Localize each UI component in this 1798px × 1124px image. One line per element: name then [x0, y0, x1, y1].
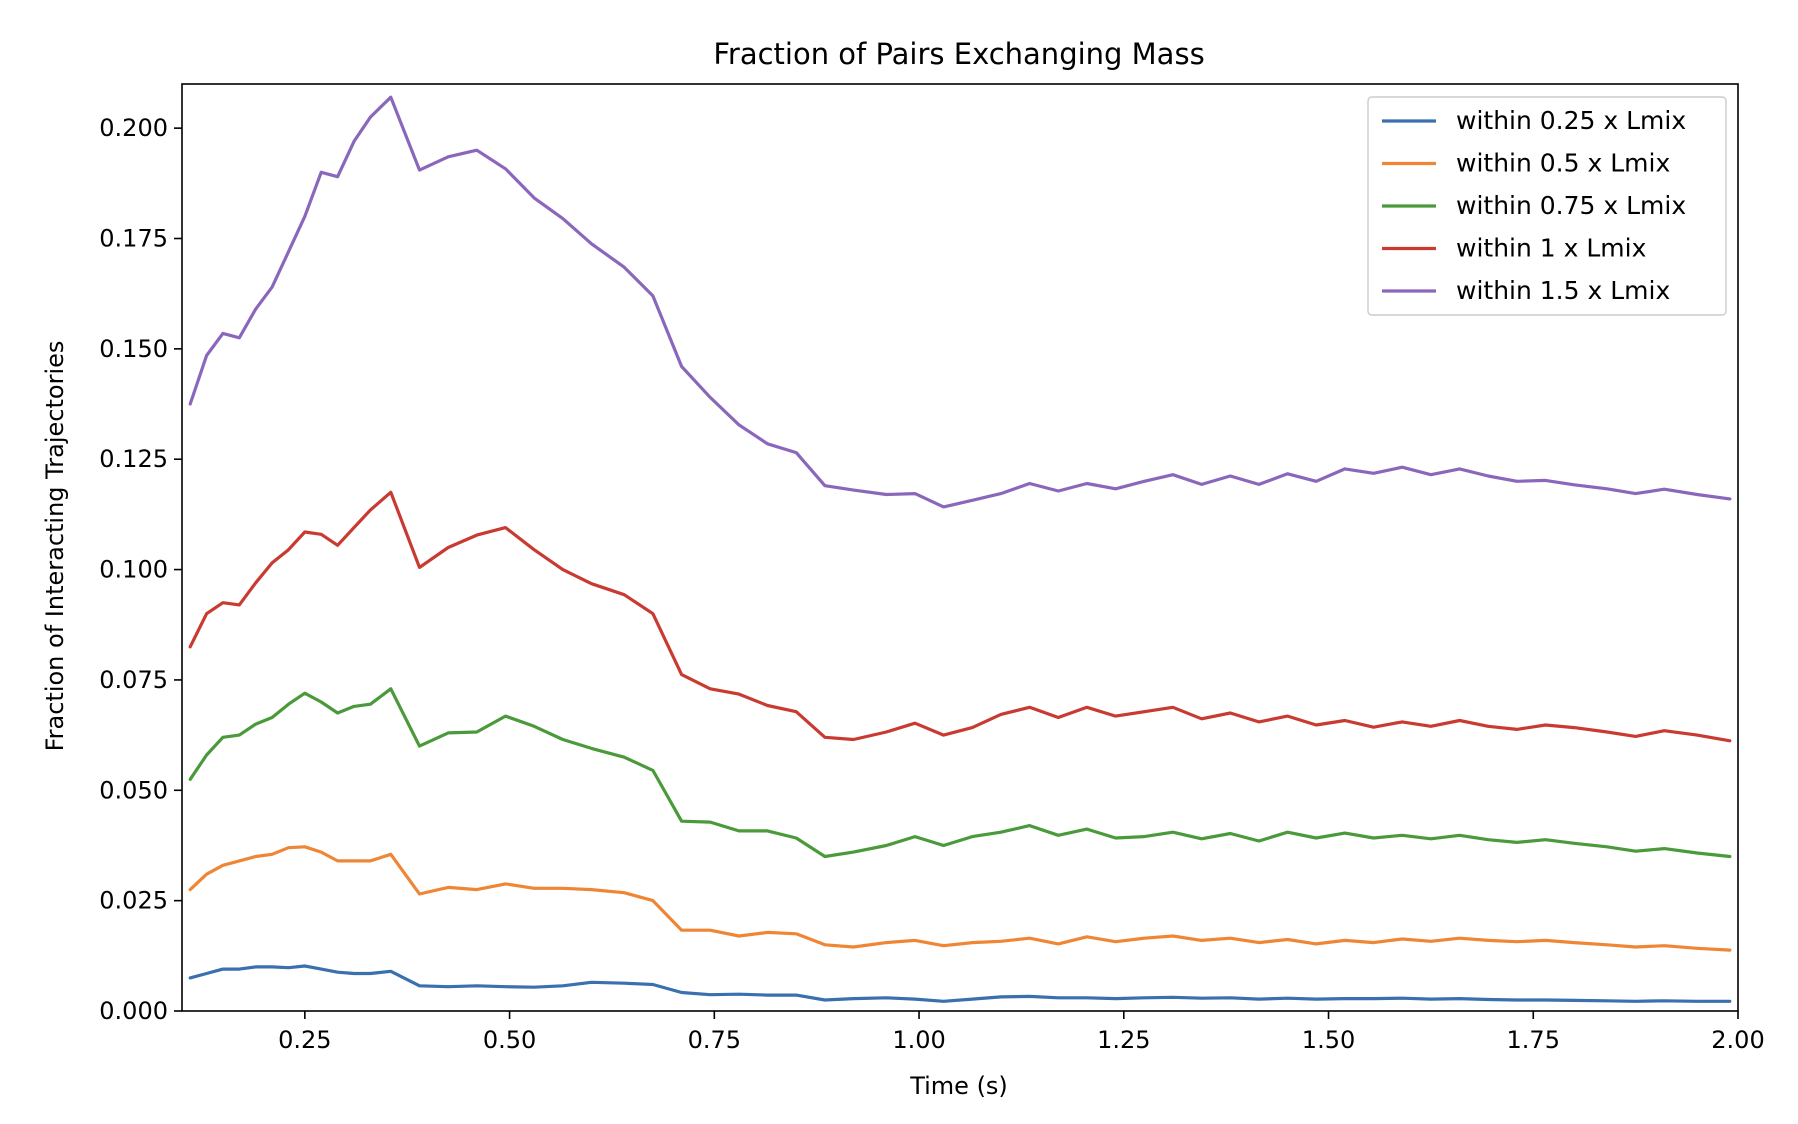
plot-area: 0.25 0.50 0.75 1.00 1.25 1.50 1.75 2.00 0.000 0.0… — [99, 83, 1765, 1054]
series-line-1 — [188, 845, 1732, 952]
x-tick-label: 2.00 — [1711, 1026, 1764, 1054]
y-tick-label: 0.075 — [99, 666, 168, 694]
series-line-4 — [188, 95, 1732, 509]
legend-entry-label: within 0.25 x Lmix — [1456, 106, 1686, 135]
x-axis-label: Time (s) — [909, 1072, 1008, 1100]
x-tick-label: 0.50 — [483, 1026, 536, 1054]
series-line-3 — [188, 490, 1732, 743]
y-tick-label: 0.200 — [99, 114, 168, 142]
legend-box — [1367, 96, 1727, 316]
x-tick-label: 1.50 — [1302, 1026, 1355, 1054]
y-tick-label: 0.125 — [99, 445, 168, 473]
legend-entry-label: within 1.5 x Lmix — [1456, 276, 1670, 305]
x-tick-label: 0.75 — [688, 1026, 741, 1054]
x-tick-label: 1.00 — [892, 1026, 945, 1054]
axes-frame — [181, 83, 1739, 1012]
y-tick-label: 0.175 — [99, 225, 168, 253]
y-tick-label: 0.025 — [99, 887, 168, 915]
y-axis-label: Fraction of Interacting Trajectories — [41, 341, 69, 752]
series-line-0 — [188, 964, 1732, 1003]
y-tick-label: 0.050 — [99, 776, 168, 804]
legend: within 0.25 x Lmix within 0.5 x Lmix withi… — [1367, 96, 1727, 316]
y-tick-label: 0.150 — [99, 335, 168, 363]
y-tick-label: 0.000 — [99, 997, 168, 1025]
x-tick-label: 1.25 — [1097, 1026, 1150, 1054]
legend-entry-label: within 1 x Lmix — [1456, 234, 1646, 263]
y-tick-label: 0.100 — [99, 556, 168, 584]
series-line-2 — [188, 687, 1732, 859]
x-tick-label: 0.25 — [278, 1026, 331, 1054]
x-tick-label: 1.75 — [1507, 1026, 1560, 1054]
chart-title: Fraction of Pairs Exchanging Mass — [713, 37, 1204, 71]
legend-entry-label: within 0.5 x Lmix — [1456, 149, 1670, 178]
legend-entry-label: within 0.75 x Lmix — [1456, 191, 1686, 220]
